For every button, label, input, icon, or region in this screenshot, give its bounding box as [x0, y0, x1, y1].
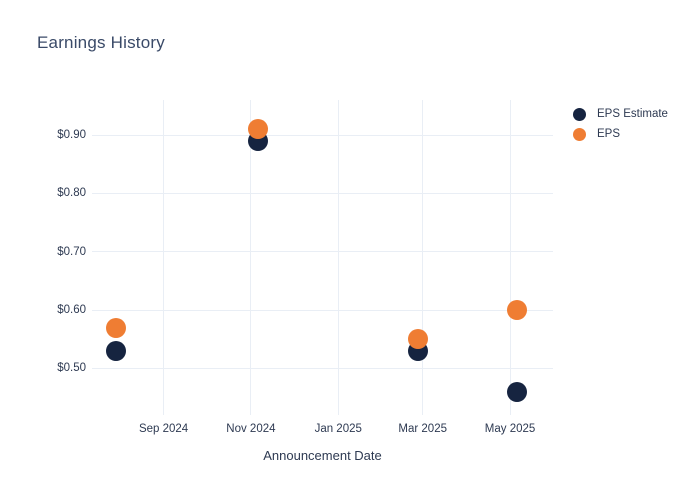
- data-point-eps[interactable]: [408, 329, 429, 350]
- data-point-eps[interactable]: [507, 300, 528, 320]
- v-gridline: [422, 100, 424, 415]
- v-gridline: [163, 100, 165, 415]
- x-tick-label: May 2025: [484, 423, 536, 435]
- v-gridline: [337, 100, 339, 415]
- data-point-eps[interactable]: [248, 119, 269, 140]
- eps-estimate-marker-icon: [573, 107, 586, 121]
- x-tick-label: Mar 2025: [398, 423, 447, 435]
- legend: EPS Estimate EPS: [573, 104, 668, 144]
- h-gridline: [92, 309, 553, 311]
- data-point-eps-estimate[interactable]: [106, 340, 127, 361]
- eps-marker-icon: [573, 127, 586, 141]
- v-gridline: [250, 100, 252, 415]
- v-gridline: [509, 100, 511, 415]
- legend-item-eps[interactable]: EPS: [573, 124, 668, 144]
- h-gridline: [92, 192, 553, 194]
- h-gridline: [92, 134, 553, 136]
- h-gridline: [92, 367, 553, 369]
- y-tick-label: $0.90: [57, 129, 86, 141]
- y-tick-label: $0.50: [57, 362, 86, 375]
- data-point-eps[interactable]: [106, 317, 127, 338]
- chart-title: Earnings History: [37, 33, 165, 52]
- y-tick-label: $0.80: [57, 187, 86, 200]
- legend-label-eps: EPS: [597, 128, 621, 140]
- y-tick-label: $0.70: [57, 245, 86, 258]
- legend-label-eps-estimate: EPS Estimate: [597, 108, 668, 120]
- y-tick-label: $0.60: [57, 304, 86, 316]
- x-axis-title: Announcement Date: [263, 448, 382, 463]
- h-gridline: [92, 251, 553, 253]
- x-tick-label: Sep 2024: [138, 423, 189, 435]
- data-point-eps-estimate[interactable]: [507, 381, 528, 402]
- legend-item-eps-estimate[interactable]: EPS Estimate: [573, 104, 668, 124]
- x-tick-label: Jan 2025: [314, 423, 362, 435]
- x-tick-label: Nov 2024: [226, 423, 276, 435]
